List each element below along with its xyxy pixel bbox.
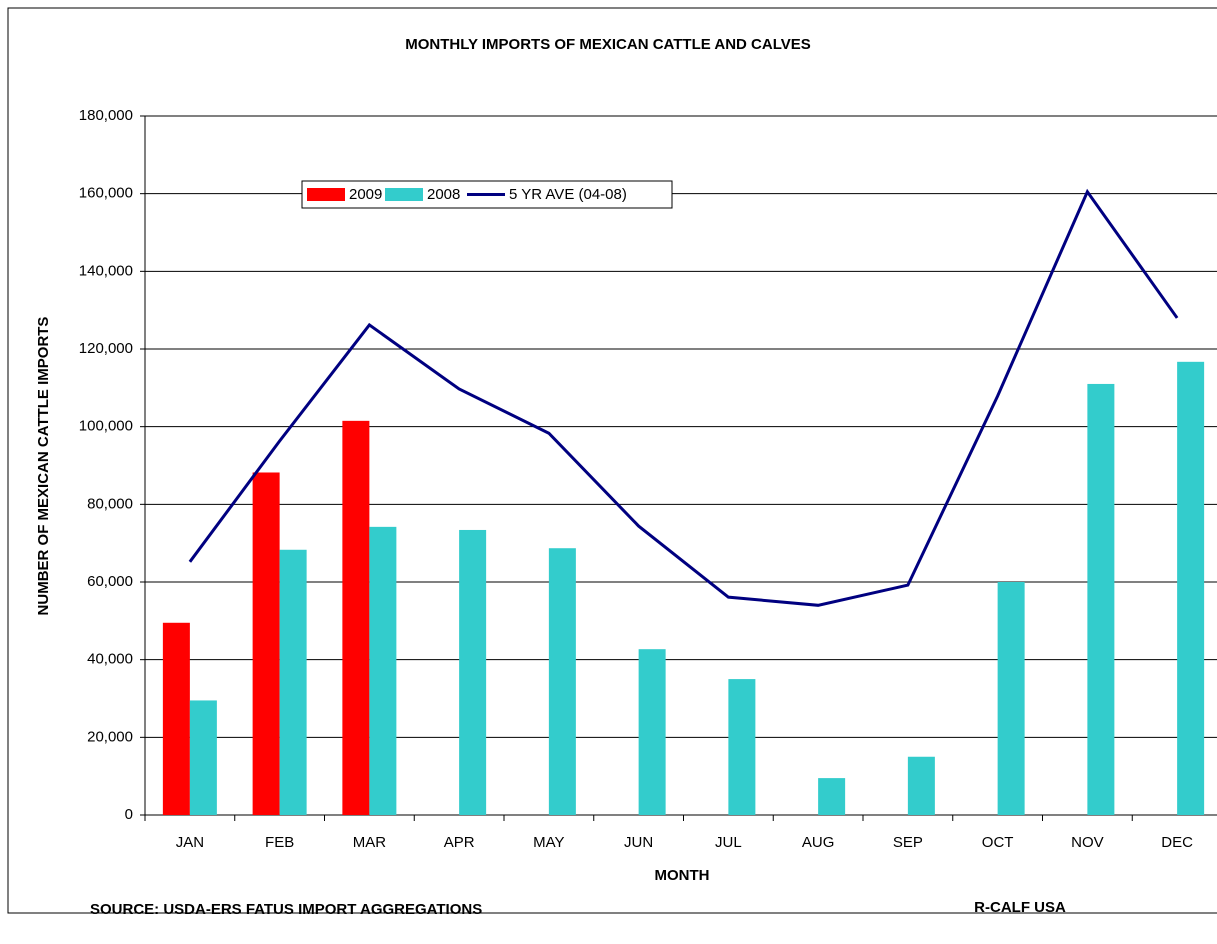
credit: R-CALF USA xyxy=(974,899,1066,916)
x-tick-label: NOV xyxy=(1071,834,1104,851)
chart-title: MONTHLY IMPORTS OF MEXICAN CATTLE AND CA… xyxy=(405,36,811,53)
bar xyxy=(1087,383,1115,815)
legend-label: 2008 xyxy=(427,186,460,203)
x-tick-label: DEC xyxy=(1161,834,1193,851)
frame xyxy=(7,7,1217,914)
bar xyxy=(342,420,370,815)
legend-label: 2009 xyxy=(349,186,382,203)
bar xyxy=(369,526,397,815)
bar xyxy=(162,622,190,815)
bar xyxy=(818,778,846,815)
bar xyxy=(279,549,307,815)
bar xyxy=(189,700,217,815)
legend-label: 5 YR AVE (04-08) xyxy=(509,186,627,203)
x-axis-label: MONTH xyxy=(655,867,710,884)
bar xyxy=(459,529,487,815)
line xyxy=(188,188,1179,607)
x-tick-label: AUG xyxy=(802,834,835,851)
y-tick-label: 160,000 xyxy=(79,185,133,202)
x-tick-label: JAN xyxy=(176,834,204,851)
y-tick-label: 180,000 xyxy=(79,107,133,124)
bar xyxy=(548,548,576,815)
bar xyxy=(907,756,935,815)
x-tick-label: SEP xyxy=(893,834,923,851)
x-tick-label: MAR xyxy=(353,834,387,851)
bar xyxy=(252,472,280,815)
y-tick-label: 60,000 xyxy=(87,573,133,590)
x-tick-label: OCT xyxy=(982,834,1014,851)
source: SOURCE: USDA-ERS FATUS IMPORT AGGREGATIO… xyxy=(90,901,482,918)
x-tick-label: JUL xyxy=(715,834,742,851)
y-tick-label: 80,000 xyxy=(87,495,133,512)
bar xyxy=(728,679,756,815)
bar xyxy=(1177,361,1205,815)
legend-swatch xyxy=(307,188,345,201)
bar xyxy=(638,649,666,815)
y-tick-label: 40,000 xyxy=(87,651,133,668)
x-tick-label: FEB xyxy=(265,834,294,851)
y-tick-label: 120,000 xyxy=(79,340,133,357)
y-axis-label: NUMBER OF MEXICAN CATTLE IMPORTS xyxy=(35,317,52,616)
y-tick-label: 0 xyxy=(125,806,133,823)
y-tick-label: 20,000 xyxy=(87,728,133,745)
y-tick-label: 140,000 xyxy=(79,262,133,279)
x-tick-label: MAY xyxy=(533,834,564,851)
legend-swatch xyxy=(385,188,423,201)
bar xyxy=(997,582,1025,815)
x-tick-label: JUN xyxy=(624,834,653,851)
x-tick-label: APR xyxy=(444,834,475,851)
y-tick-label: 100,000 xyxy=(79,418,133,435)
